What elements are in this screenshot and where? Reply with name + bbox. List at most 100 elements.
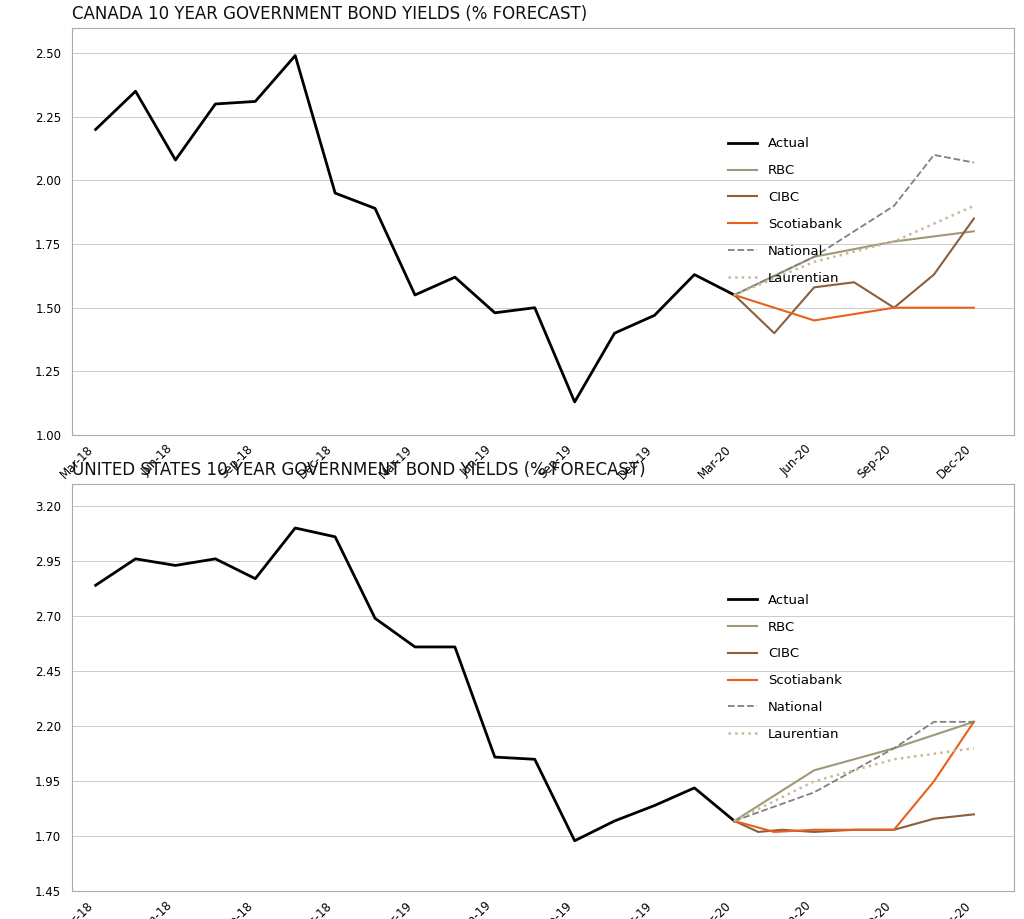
National: [808, 251, 820, 262]
RBC: [888, 236, 900, 247]
Actual: [369, 613, 381, 624]
CIBC: [768, 328, 780, 339]
Actual: [568, 396, 581, 407]
Actual: [648, 800, 660, 811]
Actual: [129, 553, 141, 564]
Text: UNITED STATES 10 YEAR GOVERNMENT BOND YIELDS (% FORECAST): UNITED STATES 10 YEAR GOVERNMENT BOND YI…: [72, 461, 645, 480]
Actual: [488, 307, 501, 318]
RBC: [808, 251, 820, 262]
Text: CANADA 10 YEAR GOVERNMENT BOND YIELDS (% FORECAST): CANADA 10 YEAR GOVERNMENT BOND YIELDS (%…: [72, 5, 587, 23]
CIBC: [968, 809, 980, 820]
Laurentian: [888, 754, 900, 765]
Actual: [608, 328, 621, 339]
Actual: [89, 580, 101, 591]
Actual: [369, 203, 381, 214]
CIBC: [808, 826, 820, 837]
Actual: [728, 815, 740, 826]
CIBC: [848, 277, 860, 288]
Line: CIBC: CIBC: [734, 814, 974, 832]
Actual: [648, 310, 660, 321]
CIBC: [928, 269, 940, 280]
Laurentian: [968, 200, 980, 211]
Actual: [329, 187, 341, 199]
Actual: [169, 154, 181, 165]
Line: Actual: Actual: [95, 528, 734, 841]
CIBC: [808, 282, 820, 293]
Scotiabank: [768, 826, 780, 837]
National: [928, 150, 940, 161]
Actual: [249, 573, 261, 584]
CIBC: [888, 302, 900, 313]
National: [728, 815, 740, 826]
National: [808, 787, 820, 798]
Scotiabank: [728, 289, 740, 301]
Scotiabank: [928, 776, 940, 787]
National: [968, 716, 980, 727]
National: [728, 289, 740, 301]
CIBC: [848, 824, 860, 835]
Actual: [169, 560, 181, 571]
Laurentian: [888, 236, 900, 247]
Line: RBC: RBC: [734, 721, 974, 821]
Scotiabank: [968, 716, 980, 727]
National: [888, 200, 900, 211]
Actual: [568, 835, 581, 846]
Scotiabank: [968, 302, 980, 313]
Actual: [89, 124, 101, 135]
Actual: [129, 85, 141, 96]
Line: RBC: RBC: [734, 232, 974, 295]
Line: Actual: Actual: [95, 55, 734, 402]
CIBC: [968, 213, 980, 224]
Line: Scotiabank: Scotiabank: [734, 295, 974, 321]
Line: Laurentian: Laurentian: [734, 206, 974, 295]
Line: National: National: [734, 155, 974, 295]
Scotiabank: [848, 824, 860, 835]
Line: Laurentian: Laurentian: [734, 748, 974, 821]
Legend: Actual, RBC, CIBC, Scotiabank, National, Laurentian: Actual, RBC, CIBC, Scotiabank, National,…: [728, 594, 842, 741]
Line: CIBC: CIBC: [734, 219, 974, 334]
Laurentian: [728, 289, 740, 301]
Laurentian: [808, 256, 820, 267]
Actual: [409, 289, 421, 301]
RBC: [728, 815, 740, 826]
CIBC: [776, 824, 788, 835]
National: [848, 765, 860, 776]
Actual: [688, 269, 700, 280]
Line: Scotiabank: Scotiabank: [734, 721, 974, 832]
Actual: [488, 752, 501, 763]
Scotiabank: [888, 824, 900, 835]
CIBC: [928, 813, 940, 824]
CIBC: [888, 824, 900, 835]
Scotiabank: [888, 302, 900, 313]
Laurentian: [968, 743, 980, 754]
Actual: [209, 553, 221, 564]
Laurentian: [728, 815, 740, 826]
Actual: [688, 782, 700, 793]
Laurentian: [808, 776, 820, 787]
Actual: [289, 50, 301, 61]
Line: National: National: [734, 721, 974, 821]
National: [968, 157, 980, 168]
RBC: [968, 716, 980, 727]
RBC: [888, 743, 900, 754]
National: [888, 743, 900, 754]
Actual: [449, 641, 461, 652]
Actual: [528, 754, 541, 765]
CIBC: [728, 289, 740, 301]
Scotiabank: [808, 315, 820, 326]
RBC: [968, 226, 980, 237]
RBC: [808, 765, 820, 776]
CIBC: [728, 815, 740, 826]
RBC: [728, 289, 740, 301]
Actual: [528, 302, 541, 313]
Actual: [449, 272, 461, 283]
Actual: [209, 98, 221, 109]
Scotiabank: [808, 824, 820, 835]
Actual: [329, 531, 341, 542]
Actual: [409, 641, 421, 652]
Actual: [249, 96, 261, 107]
CIBC: [753, 826, 765, 837]
National: [928, 716, 940, 727]
Actual: [289, 523, 301, 534]
Actual: [608, 815, 621, 826]
